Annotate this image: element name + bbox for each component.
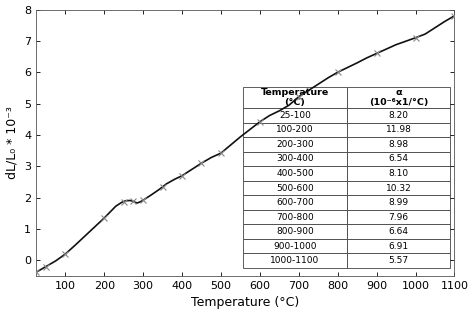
X-axis label: Temperature (°C): Temperature (°C): [191, 296, 300, 309]
Y-axis label: dL/L₀ * 10⁻³: dL/L₀ * 10⁻³: [6, 106, 18, 179]
